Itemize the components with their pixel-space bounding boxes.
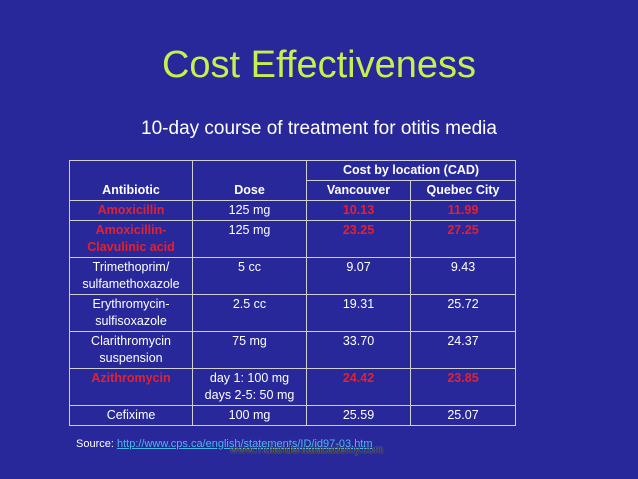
antibiotic-cell: Trimethoprim/sulfamethoxazole (69, 257, 193, 295)
empty-header-cell (192, 160, 307, 181)
dose-cell-line: 125 mg (228, 203, 271, 217)
dose-cell: 75 mg (192, 331, 307, 369)
table-row: Clarithromycin suspension 75 mg 33.70 24.37 (69, 331, 517, 369)
dose-cell-line: 125 mg (228, 223, 271, 237)
quebec-cost-cell: 27.25 (409, 220, 517, 258)
header-antibiotic: Antibiotic (69, 180, 193, 201)
quebec-cost-cell: 25.07 (409, 405, 517, 426)
antibiotic-cell-line: Clavulinic acid (87, 240, 175, 254)
table-group-header-row: Cost by location (CAD) (69, 160, 517, 181)
dose-cell-line: day 1: 100 mg (209, 371, 290, 385)
antibiotic-cell-line: sulfisoxazole (95, 314, 167, 328)
antibiotic-cell-line: Erythromycin- (92, 297, 170, 311)
quebec-cost-cell: 11.99 (409, 200, 517, 221)
header-dose: Dose (192, 180, 307, 201)
antibiotic-cell-line: Cefixime (106, 408, 156, 422)
dose-cell-line: 2.5 cc (232, 297, 267, 311)
vancouver-cost-cell: 9.07 (306, 257, 411, 295)
watermark: www.indiandentalacademy.com (230, 444, 384, 456)
cost-by-location-header: Cost by location (CAD) (305, 160, 517, 181)
vancouver-cost-cell: 24.42 (306, 368, 411, 406)
dose-cell-line: 5 cc (238, 260, 261, 274)
antibiotic-cell-line: sulfamethoxazole (82, 277, 180, 291)
dose-cell: 125 mg (192, 220, 307, 258)
antibiotic-cell: Amoxicillin (69, 200, 193, 221)
quebec-cost-cell: 24.37 (409, 331, 517, 369)
slide-subtitle: 10-day course of treatment for otitis me… (141, 118, 497, 139)
cost-table-body: Cost by location (CAD) Antibiotic Dose V… (69, 160, 517, 426)
quebec-cost-cell: 9.43 (409, 257, 517, 295)
antibiotic-cell-line: Trimethoprim/ (92, 260, 170, 274)
dose-cell-line: days 2-5: 50 mg (204, 388, 295, 402)
antibiotic-cell-line: Amoxicillin (97, 203, 165, 217)
source-note: Source: http://www.cps.ca/english/statem… (76, 437, 373, 451)
dose-cell: 125 mg (192, 200, 307, 221)
cost-table: Cost by location (CAD) Antibiotic Dose V… (69, 160, 517, 426)
dose-cell-line: 75 mg (232, 334, 267, 348)
slide-title: Cost Effectiveness (161, 44, 476, 86)
antibiotic-cell: Cefixime (69, 405, 193, 426)
antibiotic-cell: Erythromycin-sulfisoxazole (69, 294, 193, 332)
dose-cell: day 1: 100 mg days 2-5: 50 mg (192, 368, 307, 406)
vancouver-cost-cell: 10.13 (306, 200, 411, 221)
vancouver-cost-cell: 33.70 (306, 331, 411, 369)
table-header-row: Antibiotic Dose Vancouver Quebec City (69, 180, 517, 201)
empty-header-cell (69, 160, 193, 181)
dose-cell: 100 mg (192, 405, 307, 426)
source-label: Source: (76, 438, 117, 450)
header-vancouver: Vancouver (306, 180, 411, 201)
antibiotic-cell-line: Amoxicillin- (95, 223, 167, 237)
quebec-cost-cell: 25.72 (409, 294, 517, 332)
antibiotic-cell: Amoxicillin- Clavulinic acid (69, 220, 193, 258)
dose-cell: 5 cc (192, 257, 307, 295)
table-row: Trimethoprim/sulfamethoxazole 5 cc 9.07 9.4… (69, 257, 517, 295)
quebec-cost-cell: 23.85 (409, 368, 517, 406)
table-row: Amoxicillin- Clavulinic acid 125 mg 23.25 27… (69, 220, 517, 258)
table-row: Erythromycin-sulfisoxazole 2.5 cc 19.31 25.… (69, 294, 517, 332)
antibiotic-cell-line: suspension (99, 351, 163, 365)
antibiotic-cell-line: Azithromycin (91, 371, 171, 385)
vancouver-cost-cell: 23.25 (306, 220, 411, 258)
antibiotic-cell: Clarithromycin suspension (69, 331, 193, 369)
antibiotic-cell-line: Clarithromycin (91, 334, 171, 348)
vancouver-cost-cell: 25.59 (306, 405, 411, 426)
antibiotic-cell: Azithromycin (69, 368, 193, 406)
dose-cell: 2.5 cc (192, 294, 307, 332)
table-row: Cefixime 100 mg 25.59 25.07 (69, 405, 517, 426)
header-quebec-city: Quebec City (409, 180, 517, 201)
table-row: Amoxicillin 125 mg 10.13 11.99 (69, 200, 517, 221)
table-row: Azithromycin day 1: 100 mg days 2-5: 50 mg… (69, 368, 517, 406)
source-link[interactable]: http://www.cps.ca/english/statements/ID/… (116, 438, 373, 450)
dose-cell-line: 100 mg (228, 408, 271, 422)
vancouver-cost-cell: 19.31 (306, 294, 411, 332)
